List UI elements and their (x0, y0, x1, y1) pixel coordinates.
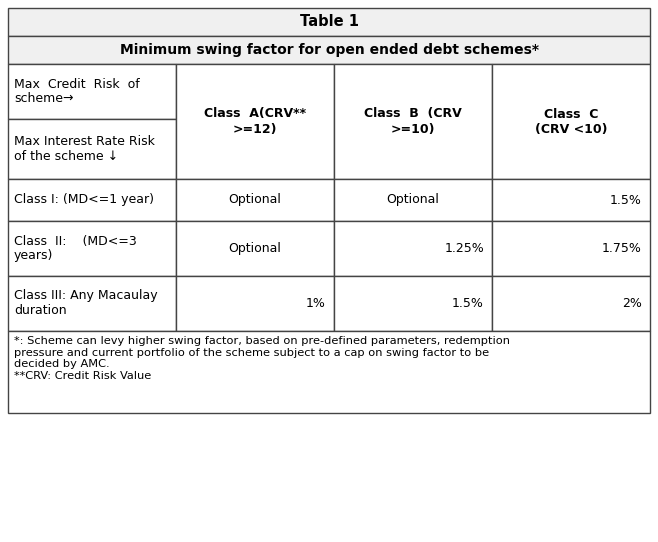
Bar (334, 179, 492, 221)
Text: Max Interest Rate Risk
of the scheme ↓: Max Interest Rate Risk of the scheme ↓ (14, 135, 155, 163)
Text: 1.5%: 1.5% (452, 297, 484, 310)
Text: Class  A(CRV**
>=12): Class A(CRV** >=12) (204, 107, 306, 136)
Bar (8, 36, 650, 64)
Bar (176, 276, 334, 331)
Text: Optional: Optional (228, 193, 282, 207)
Bar (334, 64, 492, 179)
Text: Max  Credit  Risk  of
scheme→: Max Credit Risk of scheme→ (14, 78, 139, 106)
Bar (8, 64, 176, 119)
Bar (8, 119, 176, 179)
Bar (176, 221, 334, 276)
Text: 1%: 1% (306, 297, 326, 310)
Bar (492, 221, 650, 276)
Bar (8, 331, 650, 413)
Text: 2%: 2% (622, 297, 642, 310)
Text: 1.25%: 1.25% (444, 242, 484, 255)
Text: Class  C
(CRV <10): Class C (CRV <10) (535, 107, 607, 136)
Bar (492, 64, 650, 179)
Bar (334, 276, 492, 331)
Bar (8, 179, 176, 221)
Text: *: Scheme can levy higher swing factor, based on pre-defined parameters, redempt: *: Scheme can levy higher swing factor, … (14, 336, 510, 381)
Text: Class III: Any Macaulay
duration: Class III: Any Macaulay duration (14, 289, 158, 318)
Bar (492, 179, 650, 221)
Bar (334, 221, 492, 276)
Text: 1.75%: 1.75% (602, 242, 642, 255)
Text: Class  B  (CRV
>=10): Class B (CRV >=10) (364, 107, 462, 136)
Bar (8, 276, 176, 331)
Bar (492, 276, 650, 331)
Text: 1.5%: 1.5% (610, 193, 642, 207)
Bar (8, 8, 650, 36)
Bar (176, 64, 334, 179)
Text: Optional: Optional (386, 193, 440, 207)
Text: Class I: (MD<=1 year): Class I: (MD<=1 year) (14, 193, 154, 207)
Text: Optional: Optional (228, 242, 282, 255)
Text: Minimum swing factor for open ended debt schemes*: Minimum swing factor for open ended debt… (120, 43, 538, 57)
Text: Table 1: Table 1 (299, 15, 359, 29)
Bar (8, 221, 176, 276)
Text: Class  II:    (MD<=3
years): Class II: (MD<=3 years) (14, 235, 137, 262)
Bar (176, 179, 334, 221)
